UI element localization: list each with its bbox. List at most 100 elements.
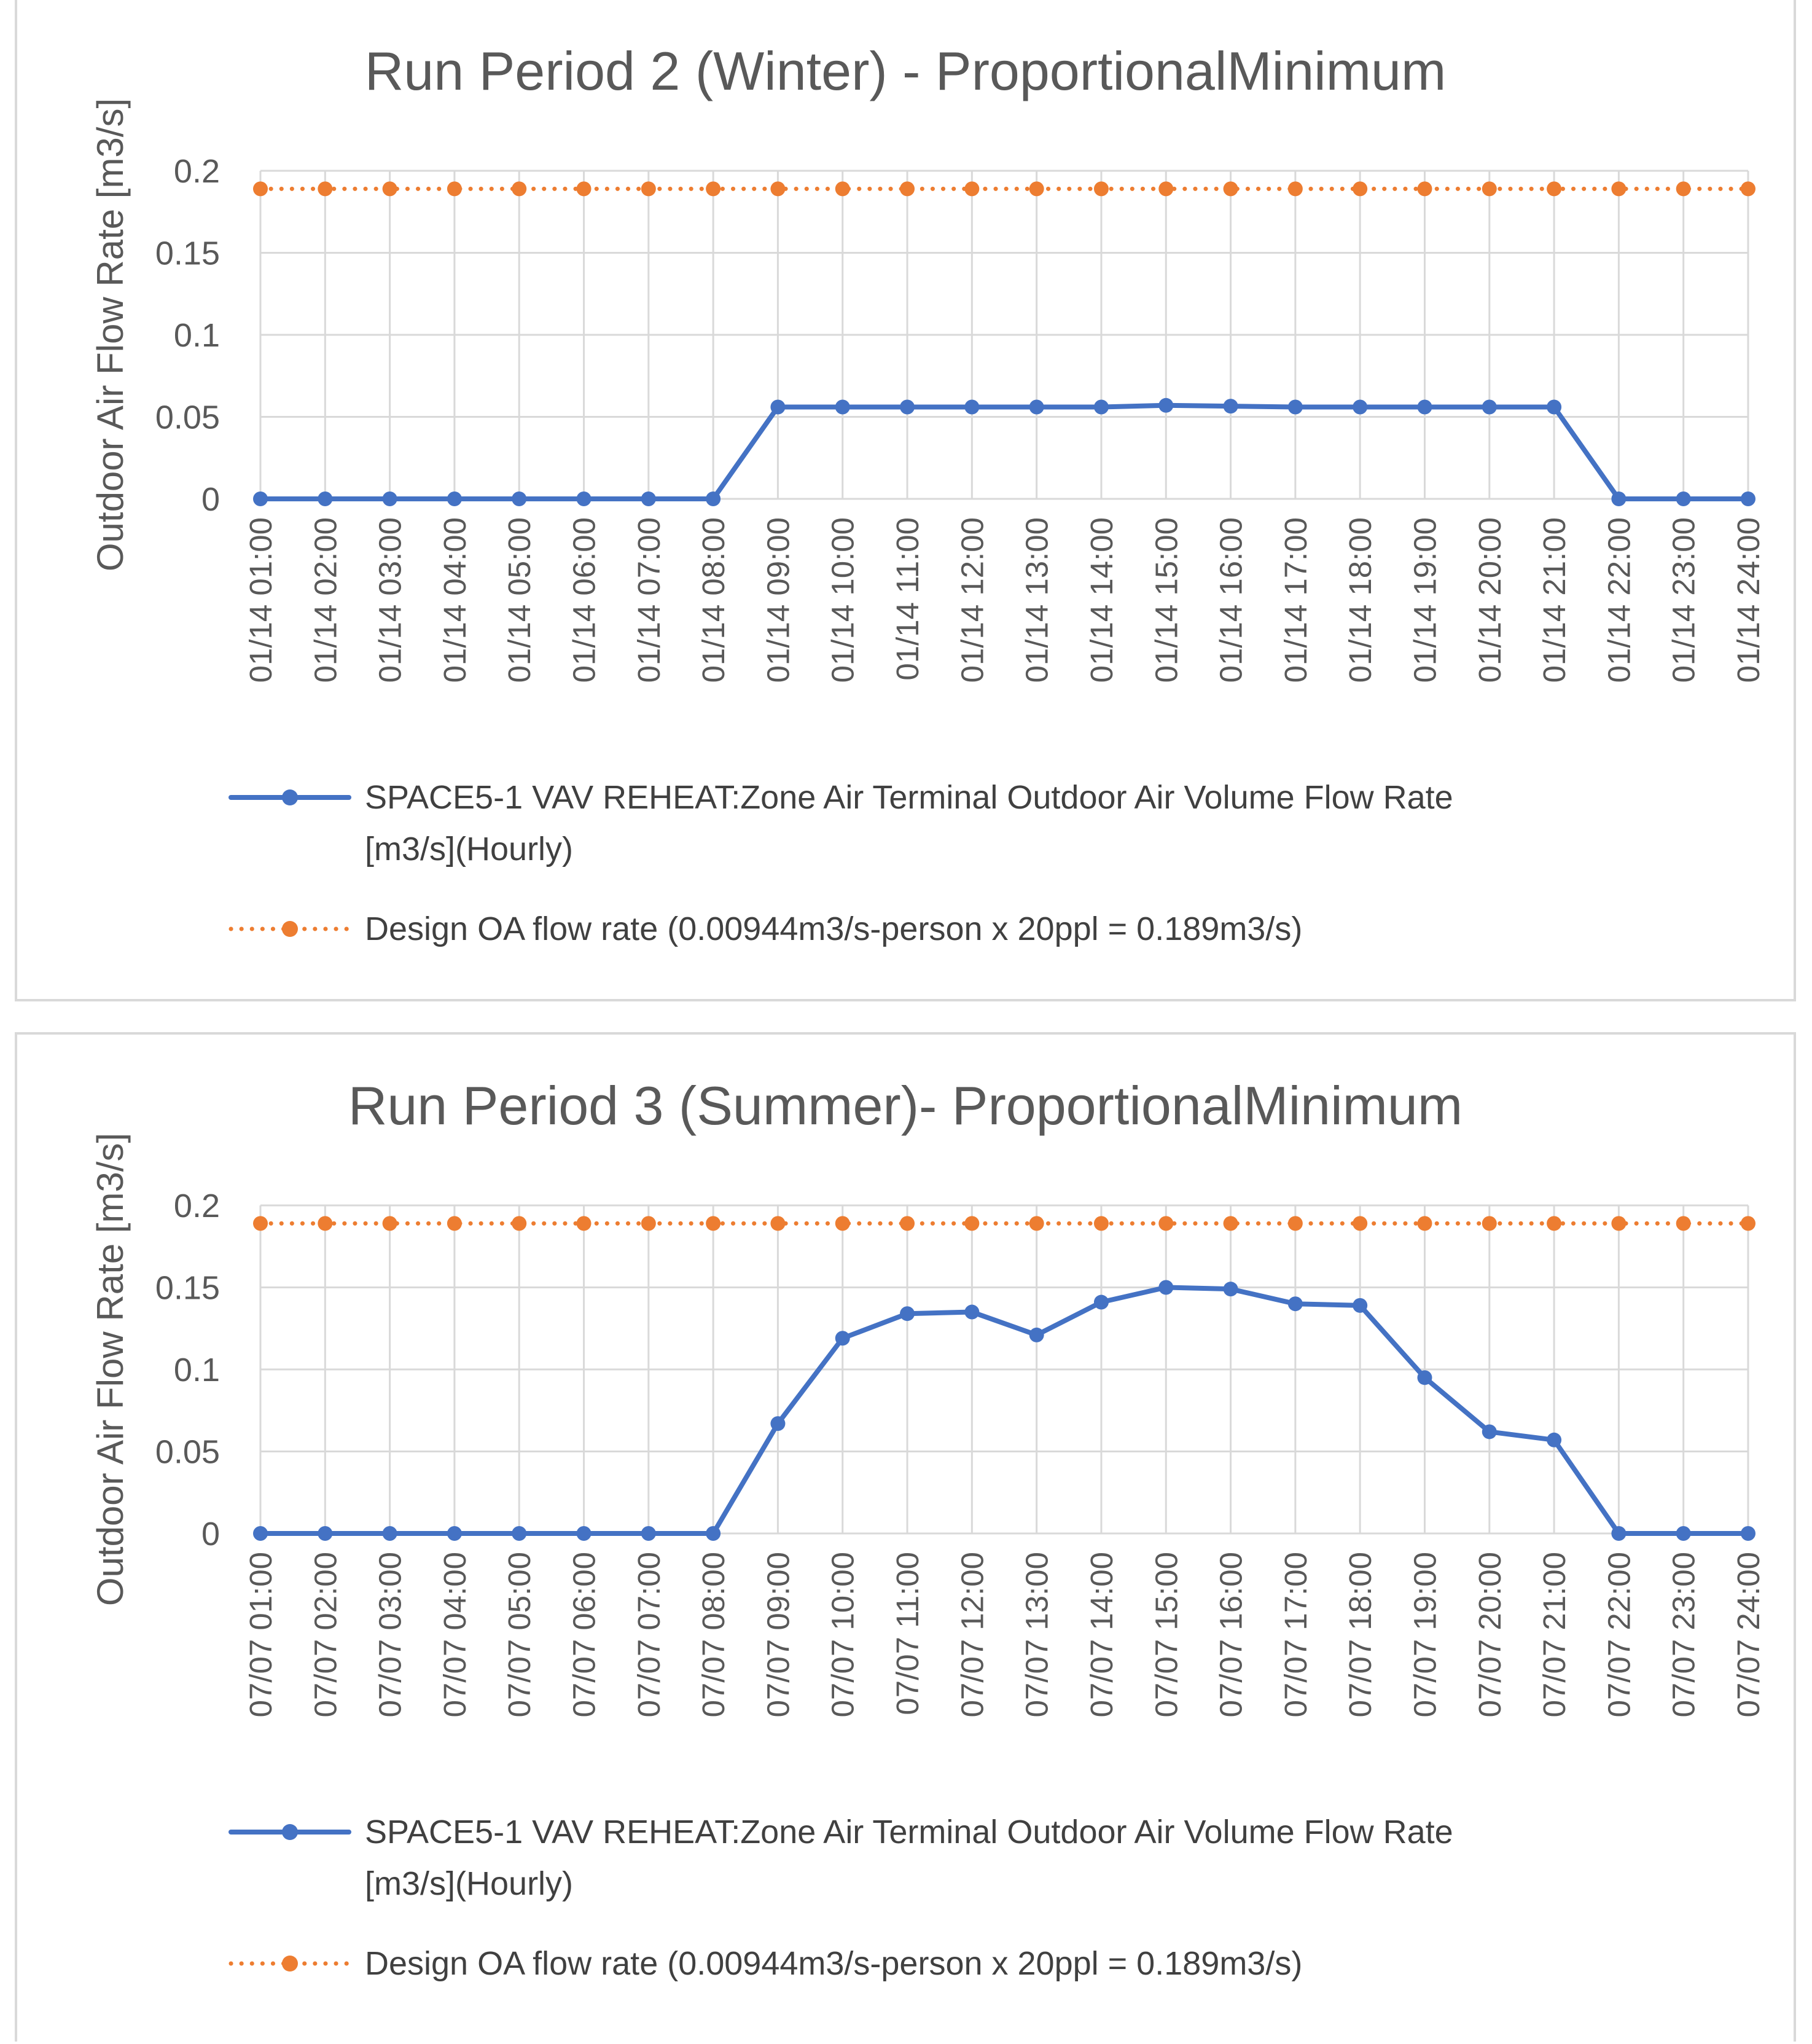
data-point <box>1547 399 1562 415</box>
data-point <box>835 181 850 197</box>
chart-summer: Run Period 3 (Summer)- ProportionalMinim… <box>90 1075 1766 1982</box>
data-point <box>1029 1216 1044 1231</box>
data-point <box>1029 181 1044 197</box>
x-tick-label: 07/07 19:00 <box>1407 1552 1442 1717</box>
y-tick-label: 0.15 <box>155 235 220 272</box>
data-point <box>835 1331 850 1346</box>
x-tick-label: 07/07 22:00 <box>1601 1552 1636 1717</box>
data-point <box>641 1216 656 1231</box>
x-tick-label: 01/14 19:00 <box>1407 517 1442 683</box>
x-tick-label: 07/07 07:00 <box>631 1552 666 1717</box>
y-tick-label: 0.15 <box>155 1270 220 1307</box>
x-tick-label: 07/07 23:00 <box>1666 1552 1701 1717</box>
data-point <box>1676 1526 1691 1541</box>
x-tick-label: 01/14 13:00 <box>1020 517 1055 683</box>
data-point <box>1417 1216 1432 1231</box>
data-point <box>512 1216 527 1231</box>
y-tick-label: 0.2 <box>174 1188 220 1224</box>
data-point <box>1287 399 1303 415</box>
data-point <box>1482 181 1497 197</box>
x-tick-label: 01/14 18:00 <box>1343 517 1378 683</box>
data-point <box>964 399 980 415</box>
y-axis-title: Outdoor Air Flow Rate [m3/s] <box>90 1133 131 1606</box>
data-point <box>964 181 980 197</box>
data-point <box>1611 491 1627 506</box>
data-point <box>382 1216 397 1231</box>
data-point <box>1093 181 1109 197</box>
data-point <box>1158 397 1174 413</box>
y-tick-label: 0.05 <box>155 399 220 436</box>
data-point <box>1287 181 1303 197</box>
data-point <box>1611 1526 1627 1541</box>
x-tick-label: 01/14 10:00 <box>826 517 861 683</box>
x-tick-label: 01/14 24:00 <box>1731 517 1766 683</box>
data-point <box>1741 1216 1755 1231</box>
y-tick-label: 0.1 <box>174 317 220 354</box>
data-point <box>1417 399 1432 415</box>
data-point <box>1547 1216 1562 1231</box>
data-point <box>1093 1216 1109 1231</box>
data-point <box>1287 1296 1303 1312</box>
data-point <box>382 491 397 506</box>
x-tick-label: 01/14 15:00 <box>1149 517 1184 683</box>
x-tick-label: 07/07 09:00 <box>760 1552 795 1717</box>
x-tick-label: 07/07 20:00 <box>1472 1552 1507 1717</box>
x-tick-label: 07/07 15:00 <box>1149 1552 1184 1717</box>
x-tick-label: 07/07 14:00 <box>1084 1552 1119 1717</box>
data-point <box>382 1526 397 1541</box>
data-point <box>1029 399 1044 415</box>
x-tick-label: 01/14 17:00 <box>1278 517 1313 683</box>
x-tick-label: 07/07 18:00 <box>1343 1552 1378 1717</box>
data-point <box>382 181 397 197</box>
data-point <box>1353 399 1368 415</box>
x-tick-label: 07/07 06:00 <box>567 1552 602 1717</box>
data-point <box>900 1216 915 1231</box>
data-point <box>1158 181 1174 197</box>
data-point <box>641 181 656 197</box>
data-point <box>447 491 462 506</box>
data-point <box>576 1526 592 1541</box>
data-point <box>1093 1294 1109 1310</box>
data-point <box>641 1526 656 1541</box>
data-point <box>1741 1526 1755 1541</box>
data-point <box>706 1216 721 1231</box>
legend-swatch-marker <box>282 789 298 805</box>
data-point <box>318 1216 333 1231</box>
x-tick-label: 01/14 08:00 <box>696 517 731 683</box>
data-point <box>900 181 915 197</box>
x-tick-label: 01/14 22:00 <box>1601 517 1636 683</box>
data-point <box>1158 1280 1174 1295</box>
data-point <box>1676 1216 1691 1231</box>
data-point <box>576 181 592 197</box>
data-point <box>318 491 333 506</box>
data-point <box>1741 181 1755 197</box>
x-tick-label: 07/07 10:00 <box>826 1552 861 1717</box>
x-tick-label: 01/14 23:00 <box>1666 517 1701 683</box>
chart-title: Run Period 2 (Winter) - ProportionalMini… <box>365 41 1447 101</box>
x-tick-label: 01/14 06:00 <box>567 517 602 683</box>
x-tick-label: 01/14 02:00 <box>308 517 343 683</box>
data-point <box>1741 491 1755 506</box>
data-point <box>1223 399 1238 414</box>
x-tick-label: 07/07 01:00 <box>243 1552 278 1717</box>
data-point <box>1676 181 1691 197</box>
data-point <box>1482 1424 1497 1439</box>
data-point <box>770 1216 786 1231</box>
legend-label: SPACE5-1 VAV REHEAT:Zone Air Terminal Ou… <box>365 1814 1453 1850</box>
data-point <box>1029 1327 1044 1342</box>
x-tick-label: 07/07 12:00 <box>955 1552 990 1717</box>
x-tick-label: 07/07 13:00 <box>1020 1552 1055 1717</box>
data-point <box>1223 1216 1238 1231</box>
data-point <box>1417 181 1432 197</box>
y-tick-label: 0.1 <box>174 1352 220 1388</box>
x-tick-label: 07/07 08:00 <box>696 1552 731 1717</box>
data-point <box>1287 1216 1303 1231</box>
legend-swatch-marker <box>282 1956 298 1972</box>
data-point <box>835 1216 850 1231</box>
data-point <box>253 491 268 506</box>
data-point <box>1417 1370 1432 1385</box>
legend-label: [m3/s](Hourly) <box>365 1865 573 1902</box>
data-point <box>964 1216 980 1231</box>
data-point <box>512 1526 527 1541</box>
legend-label: SPACE5-1 VAV REHEAT:Zone Air Terminal Ou… <box>365 779 1453 816</box>
